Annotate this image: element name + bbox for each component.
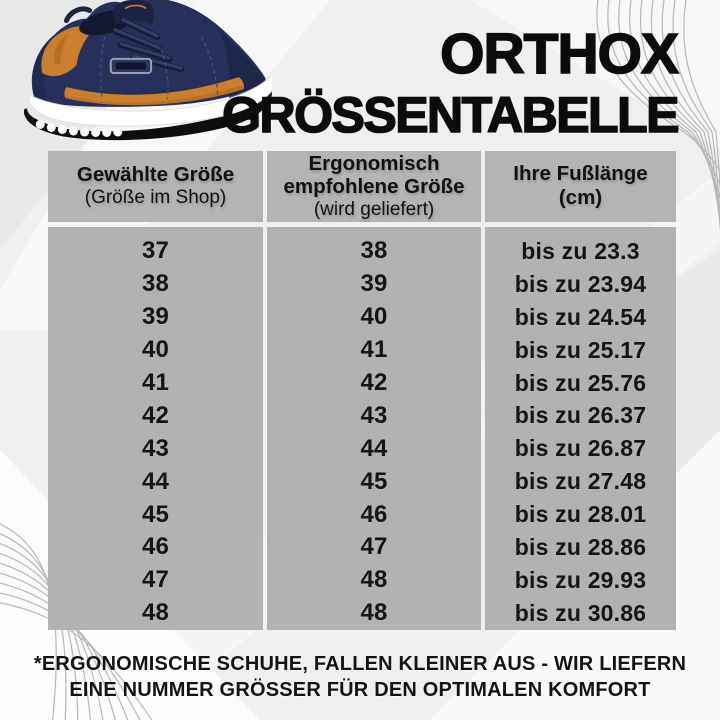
page-title: GRÖSSENTABELLE: [221, 87, 680, 143]
table-cell: 45: [141, 500, 170, 528]
table-cell: 38: [360, 237, 388, 265]
table-cell: 48: [360, 566, 388, 594]
table-cell: 47: [141, 566, 170, 594]
table-cell: 37: [141, 237, 170, 265]
table-cell: 42: [141, 401, 170, 429]
title-block: ORTHOX GRÖSSENTABELLE: [221, 22, 680, 143]
table-cell: 39: [141, 303, 170, 331]
column-header-selected-size: Gewählte Größe (Größe im Shop): [48, 151, 263, 222]
table-cell: 46: [360, 500, 388, 528]
table-cell: bis zu 29.93: [514, 566, 647, 593]
table-body: 37 38 39 40 41 42 43 44 45 46 47 48 38 3…: [48, 227, 676, 630]
table-cell: bis zu 25.17: [514, 336, 647, 363]
table-cell: bis zu 27.48: [514, 468, 647, 495]
table-cell: bis zu 30.86: [514, 599, 647, 626]
column-header-foot-length: Ihre Fußlänge (cm): [485, 151, 676, 222]
column-recommended-size: 38 39 40 41 42 43 44 45 46 47 48 48: [267, 227, 481, 630]
table-cell: 40: [141, 336, 170, 364]
table-cell: bis zu 25.76: [514, 369, 647, 396]
table-cell: 43: [141, 434, 170, 462]
footnote-line-1: *ERGONOMISCHE SCHUHE, FALLEN KLEINER AUS…: [33, 653, 687, 675]
table-cell: 38: [141, 270, 170, 298]
footnote: *ERGONOMISCHE SCHUHE, FALLEN KLEINER AUS…: [0, 651, 720, 703]
table-cell: bis zu 23.94: [514, 270, 647, 297]
table-cell: bis zu 24.54: [514, 303, 647, 330]
footnote-line-2: EINE NUMMER GRÖSSER FÜR DEN OPTIMALEN KO…: [69, 679, 651, 701]
table-cell: 45: [360, 467, 388, 495]
sneaker-product-image: [23, 0, 272, 141]
table-cell: 43: [360, 401, 388, 429]
table-cell: bis zu 26.87: [514, 435, 647, 462]
table-cell: 46: [141, 533, 170, 561]
table-cell: 47: [360, 533, 388, 561]
brand-name: ORTHOX: [439, 22, 679, 86]
table-cell: 41: [141, 369, 170, 396]
table-cell: 48: [360, 599, 388, 627]
table-cell: 44: [360, 434, 388, 462]
table-cell: 42: [360, 369, 388, 396]
table-cell: 41: [360, 336, 388, 364]
table-cell: bis zu 23.3: [521, 237, 640, 264]
table-cell: 39: [360, 270, 388, 298]
table-header-row: Gewählte Größe (Größe im Shop) Ergonomis…: [48, 151, 676, 222]
table-cell: bis zu 28.01: [514, 501, 647, 528]
column-selected-size: 37 38 39 40 41 42 43 44 45 46 47 48: [48, 227, 263, 630]
table-cell: 44: [141, 467, 170, 495]
table-cell: bis zu 28.86: [514, 533, 647, 560]
column-foot-length: bis zu 23.3 bis zu 23.94 bis zu 24.54 bi…: [485, 227, 676, 630]
column-header-recommended-size: Ergonomisch empfohlene Größe (wird gelie…: [267, 151, 481, 222]
table-cell: 48: [141, 599, 170, 627]
table-cell: bis zu 26.37: [514, 402, 647, 429]
size-table: Gewählte Größe (Größe im Shop) Ergonomis…: [48, 151, 676, 630]
table-cell: 40: [360, 303, 388, 331]
